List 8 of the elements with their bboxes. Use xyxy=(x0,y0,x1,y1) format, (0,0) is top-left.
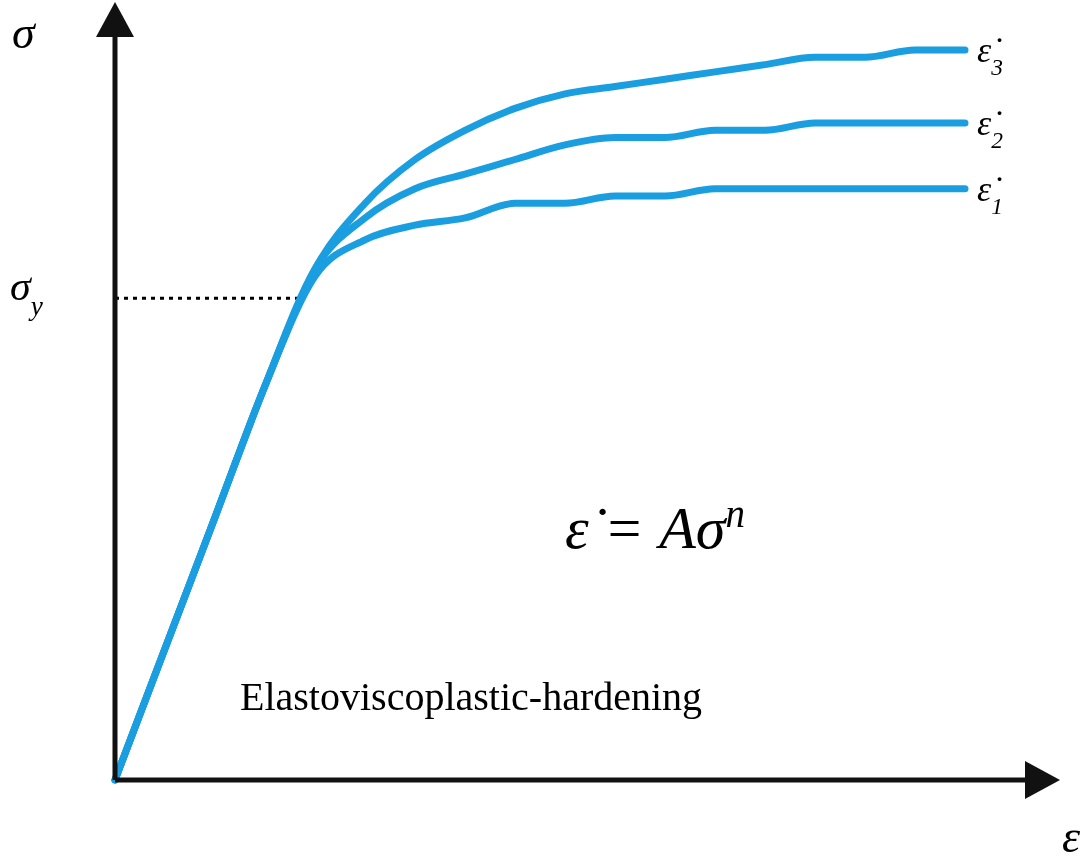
ref-line-label: σ$_{y}$ xyxy=(10,263,44,322)
series-label: ε̇$_{2}$ xyxy=(977,103,1004,153)
annotation: ε̇ = Aσ$^{n}$ xyxy=(565,491,745,561)
annotation: Elastoviscoplastic-hardening xyxy=(240,674,703,719)
y-axis-title: σ xyxy=(12,7,37,58)
series-label: ε̇$_{1}$ xyxy=(977,168,1003,219)
series-label: ε̇$_{3}$ xyxy=(977,30,1003,80)
x-axis-title: ε xyxy=(1062,811,1081,858)
